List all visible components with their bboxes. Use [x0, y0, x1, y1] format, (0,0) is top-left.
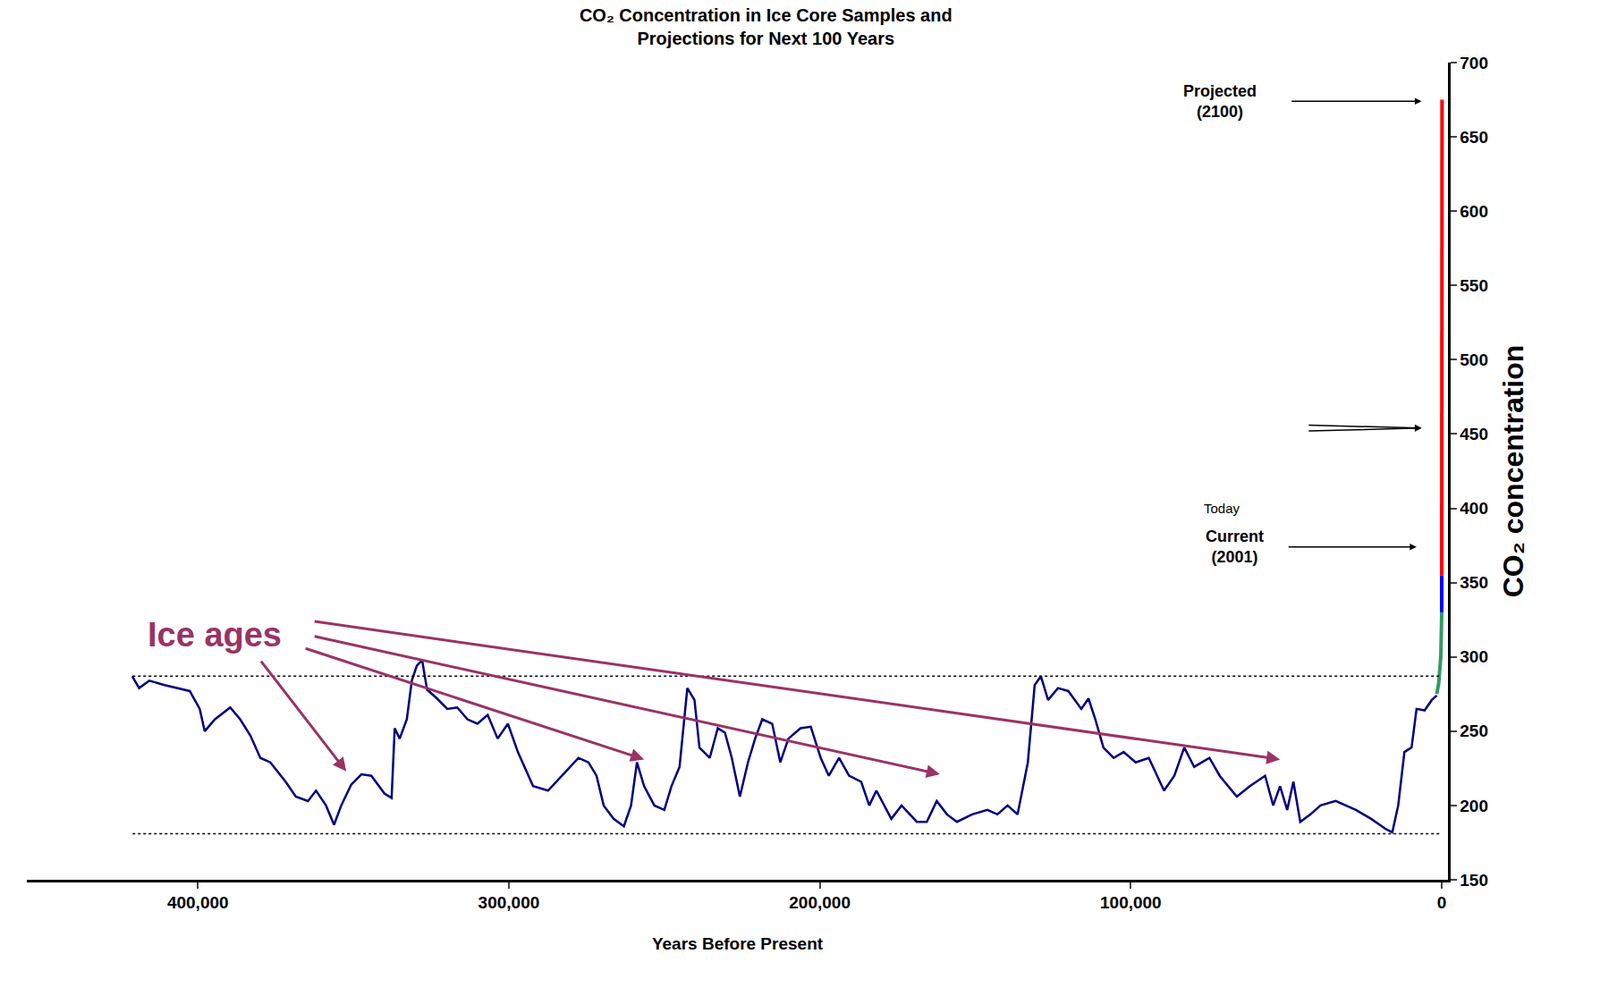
svg-text:450: 450 [1459, 424, 1489, 444]
svg-text:Projected(2100): Projected(2100) [1183, 82, 1257, 121]
svg-text:300,000: 300,000 [478, 893, 541, 913]
svg-text:150: 150 [1459, 871, 1489, 890]
svg-text:200,000: 200,000 [788, 893, 851, 913]
svg-text:Years Before Present: Years Before Present [651, 934, 824, 954]
svg-text:0: 0 [1437, 893, 1448, 913]
svg-text:Today: Today [1203, 500, 1241, 517]
svg-text:600: 600 [1459, 202, 1489, 221]
svg-text:Ice ages: Ice ages [147, 616, 282, 654]
svg-text:CO₂ Concentration in Ice Core: CO₂ Concentration in Ice Core Samples an… [579, 5, 953, 49]
svg-text:100,000: 100,000 [1100, 893, 1162, 913]
svg-text:250: 250 [1459, 721, 1489, 741]
svg-text:300: 300 [1459, 647, 1489, 667]
svg-text:500: 500 [1459, 350, 1489, 370]
svg-text:550: 550 [1459, 276, 1489, 296]
svg-text:Current(2001): Current(2001) [1205, 527, 1264, 567]
svg-text:650: 650 [1459, 127, 1489, 147]
svg-text:400: 400 [1459, 499, 1489, 518]
svg-text:700: 700 [1459, 53, 1489, 73]
svg-text:400,000: 400,000 [167, 893, 229, 913]
svg-text:200: 200 [1459, 796, 1489, 816]
svg-text:CO₂ concentration: CO₂ concentration [1497, 345, 1530, 599]
svg-text:350: 350 [1459, 573, 1489, 593]
